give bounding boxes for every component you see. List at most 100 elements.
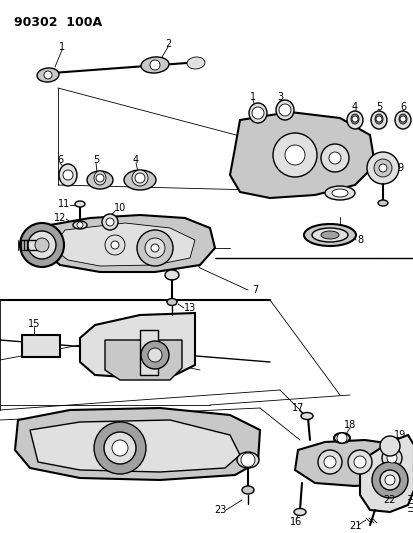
Circle shape xyxy=(44,71,52,79)
Text: 90302  100A: 90302 100A xyxy=(14,16,102,29)
Circle shape xyxy=(317,450,341,474)
Text: 20: 20 xyxy=(412,411,413,421)
Circle shape xyxy=(371,462,407,498)
Ellipse shape xyxy=(187,57,204,69)
Ellipse shape xyxy=(275,100,293,120)
Text: 5: 5 xyxy=(93,155,99,165)
Circle shape xyxy=(379,436,399,456)
Text: 22: 22 xyxy=(383,495,395,505)
Circle shape xyxy=(252,107,263,119)
Circle shape xyxy=(353,456,365,468)
Circle shape xyxy=(63,170,73,180)
Ellipse shape xyxy=(37,68,59,82)
Circle shape xyxy=(351,116,357,122)
Circle shape xyxy=(105,235,125,255)
Circle shape xyxy=(284,145,304,165)
Circle shape xyxy=(384,475,394,485)
Circle shape xyxy=(272,133,316,177)
Circle shape xyxy=(347,450,371,474)
Ellipse shape xyxy=(394,111,410,129)
Circle shape xyxy=(111,241,119,249)
Text: 4: 4 xyxy=(133,155,139,165)
Text: 10: 10 xyxy=(114,203,126,213)
Text: 21: 21 xyxy=(348,521,360,531)
Ellipse shape xyxy=(370,111,386,129)
Polygon shape xyxy=(80,313,195,378)
Polygon shape xyxy=(359,435,413,512)
Text: 16: 16 xyxy=(289,517,301,527)
Ellipse shape xyxy=(59,164,77,186)
Ellipse shape xyxy=(333,433,349,443)
Ellipse shape xyxy=(374,114,382,124)
Text: 6: 6 xyxy=(57,155,63,165)
Circle shape xyxy=(366,152,398,184)
Ellipse shape xyxy=(300,413,312,419)
Circle shape xyxy=(145,238,165,258)
Text: 15: 15 xyxy=(28,319,40,329)
Circle shape xyxy=(147,348,161,362)
Text: 6: 6 xyxy=(399,102,405,112)
Polygon shape xyxy=(294,440,413,486)
Bar xyxy=(140,330,158,375)
Polygon shape xyxy=(52,223,195,266)
Ellipse shape xyxy=(75,201,85,207)
Polygon shape xyxy=(42,215,214,272)
Text: 9: 9 xyxy=(396,163,402,173)
Circle shape xyxy=(96,174,104,182)
Ellipse shape xyxy=(377,200,387,206)
Circle shape xyxy=(35,238,49,252)
Circle shape xyxy=(112,440,128,456)
Circle shape xyxy=(28,231,56,259)
Circle shape xyxy=(77,222,83,228)
Circle shape xyxy=(106,218,114,226)
Text: 5: 5 xyxy=(375,102,381,112)
Ellipse shape xyxy=(166,298,177,305)
Circle shape xyxy=(323,456,335,468)
Text: 12: 12 xyxy=(54,213,66,223)
Circle shape xyxy=(381,448,401,468)
Ellipse shape xyxy=(94,171,106,185)
Ellipse shape xyxy=(242,486,254,494)
Text: 8: 8 xyxy=(356,235,362,245)
Text: 4: 4 xyxy=(351,102,357,112)
Ellipse shape xyxy=(293,508,305,515)
Ellipse shape xyxy=(124,170,156,190)
Circle shape xyxy=(378,164,386,172)
Circle shape xyxy=(141,341,169,369)
Circle shape xyxy=(102,214,118,230)
Ellipse shape xyxy=(398,114,406,124)
Text: 23: 23 xyxy=(213,505,225,515)
Ellipse shape xyxy=(132,170,147,186)
Ellipse shape xyxy=(87,171,113,189)
Text: 11: 11 xyxy=(58,199,70,209)
Polygon shape xyxy=(230,112,374,198)
Ellipse shape xyxy=(311,228,347,242)
Text: 2: 2 xyxy=(164,39,171,49)
Polygon shape xyxy=(30,420,240,472)
Circle shape xyxy=(151,244,159,252)
Text: 13: 13 xyxy=(183,303,196,313)
Circle shape xyxy=(150,60,159,70)
Bar xyxy=(22,335,60,357)
Text: 3: 3 xyxy=(276,92,282,102)
Circle shape xyxy=(328,152,340,164)
Polygon shape xyxy=(15,408,259,480)
Ellipse shape xyxy=(350,114,358,124)
Ellipse shape xyxy=(346,111,362,129)
Ellipse shape xyxy=(236,452,259,468)
Ellipse shape xyxy=(303,224,355,246)
Circle shape xyxy=(20,223,64,267)
Ellipse shape xyxy=(141,57,169,73)
Text: 1: 1 xyxy=(59,42,65,52)
Text: 7: 7 xyxy=(251,285,257,295)
Text: 17: 17 xyxy=(291,403,304,413)
Circle shape xyxy=(137,230,173,266)
Text: 19: 19 xyxy=(393,430,405,440)
Circle shape xyxy=(278,104,290,116)
Ellipse shape xyxy=(320,231,338,239)
Circle shape xyxy=(379,470,399,490)
Ellipse shape xyxy=(324,186,354,200)
Circle shape xyxy=(320,144,348,172)
Text: 18: 18 xyxy=(343,420,355,430)
Circle shape xyxy=(375,116,381,122)
